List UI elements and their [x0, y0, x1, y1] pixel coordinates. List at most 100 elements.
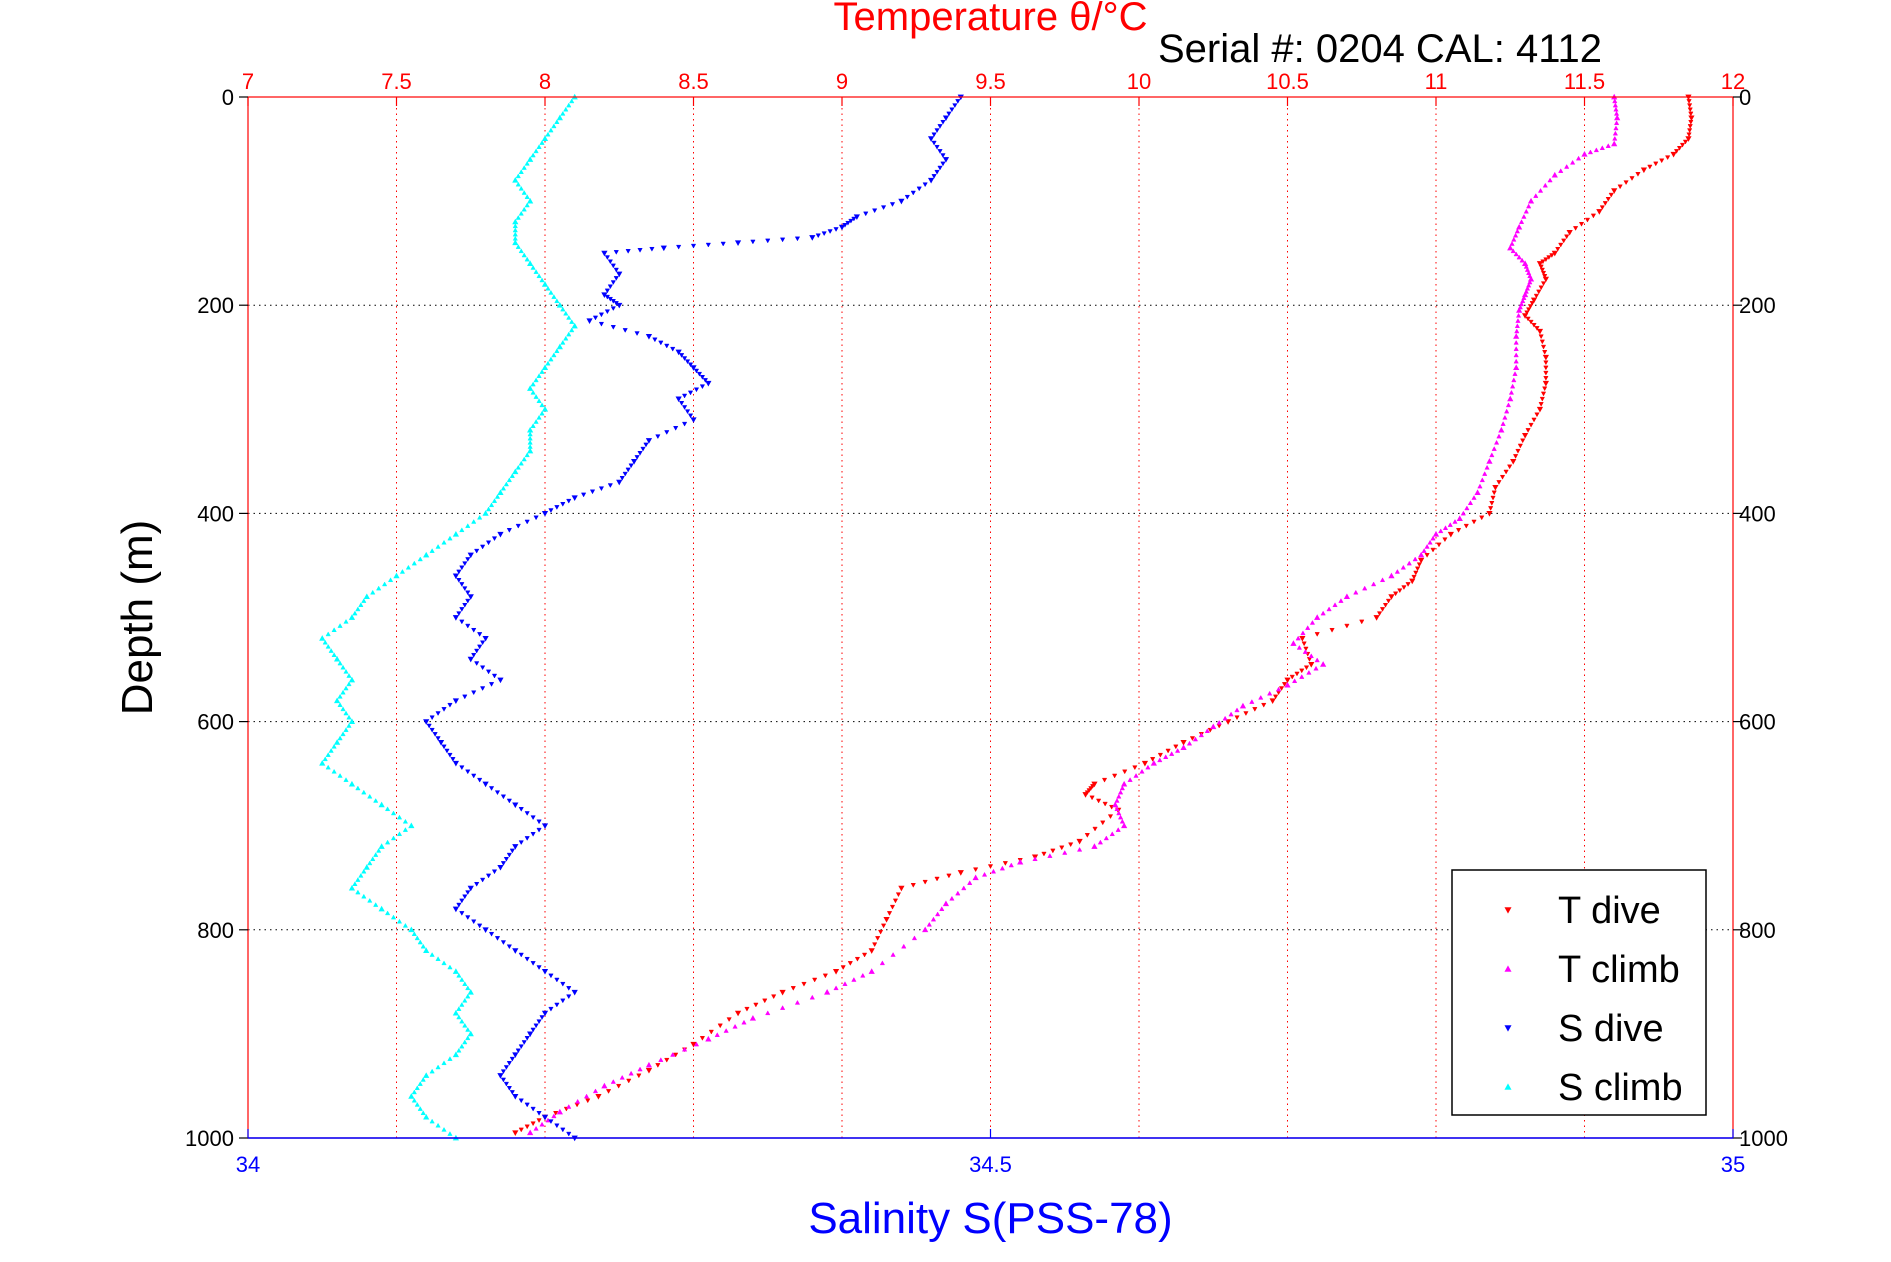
- trace-marker: [937, 165, 943, 171]
- trace-marker: [1089, 795, 1095, 801]
- data-point: [363, 864, 370, 870]
- trace-marker: [474, 661, 480, 667]
- trace-marker: [1686, 99, 1692, 104]
- trace-marker: [491, 673, 498, 679]
- trace-marker: [1281, 682, 1288, 687]
- data-point: [541, 823, 549, 829]
- trace-marker: [1572, 226, 1579, 231]
- trace-marker: [1687, 124, 1693, 129]
- trace-marker: [1427, 539, 1433, 545]
- trace-marker: [524, 202, 530, 208]
- trace-marker: [1261, 702, 1267, 708]
- trace-marker: [1508, 389, 1515, 395]
- trace-marker: [696, 371, 703, 377]
- data-point: [927, 136, 935, 142]
- trace-marker: [949, 895, 955, 901]
- trace-marker: [456, 1047, 462, 1053]
- trace-marker: [515, 173, 521, 179]
- trace-marker: [1527, 304, 1534, 309]
- trace-marker: [1234, 707, 1240, 713]
- trace-marker: [545, 285, 551, 291]
- trace-marker: [833, 227, 839, 232]
- data-point: [1314, 614, 1321, 620]
- trace-marker: [1519, 257, 1525, 263]
- trace-marker: [1500, 421, 1506, 426]
- data-point: [393, 572, 400, 579]
- trace-marker: [435, 1122, 441, 1128]
- trace-marker: [524, 194, 530, 199]
- legend-marker: [1504, 965, 1512, 972]
- trace-marker: [1599, 145, 1605, 151]
- data-point: [556, 343, 563, 350]
- trace-marker: [447, 702, 453, 708]
- trace-marker: [521, 1040, 527, 1045]
- trace-marker: [1198, 732, 1204, 738]
- trace-marker: [1523, 208, 1529, 214]
- data-point: [675, 396, 682, 403]
- trace-marker: [1300, 630, 1306, 636]
- trace-marker: [518, 460, 524, 466]
- tick-label-top: 8: [539, 69, 551, 94]
- trace-marker: [506, 798, 512, 804]
- trace-marker: [1258, 694, 1264, 700]
- trace-marker: [500, 1077, 507, 1083]
- tick-label-bottom: 35: [1721, 1152, 1745, 1177]
- trace-marker: [551, 294, 557, 299]
- trace-marker: [512, 223, 518, 229]
- trace-marker: [521, 165, 527, 170]
- trace-marker: [1344, 623, 1350, 629]
- trace-marker: [355, 785, 361, 791]
- trace-marker: [343, 727, 349, 732]
- trace-marker: [441, 744, 447, 750]
- trace-marker: [604, 255, 610, 261]
- trace-marker: [1430, 535, 1436, 541]
- trace-marker: [699, 375, 706, 380]
- data-point: [1640, 167, 1648, 174]
- data-point: [541, 364, 549, 371]
- trace-marker: [847, 961, 853, 966]
- trace-marker: [337, 660, 343, 666]
- tick-label-left: 0: [222, 85, 234, 110]
- trace-marker: [414, 1085, 420, 1091]
- data-point: [467, 656, 474, 663]
- trace-marker: [1517, 304, 1523, 310]
- data-point: [972, 874, 979, 881]
- data-point: [1239, 702, 1247, 709]
- trace-marker: [1623, 180, 1629, 186]
- data-point: [645, 334, 653, 340]
- trace-marker: [539, 410, 545, 416]
- trace-marker: [1605, 197, 1611, 202]
- trace-marker: [390, 810, 397, 816]
- trace-marker: [420, 1076, 426, 1082]
- trace-marker: [524, 160, 530, 166]
- trace-marker: [1303, 646, 1309, 652]
- trace-marker: [1301, 641, 1307, 647]
- trace-marker: [530, 423, 536, 428]
- data-point: [957, 870, 964, 876]
- data-point: [1432, 531, 1440, 537]
- trace-marker: [548, 508, 554, 513]
- trace-marker: [536, 273, 542, 279]
- trace-marker: [480, 640, 486, 646]
- trace-marker: [524, 452, 530, 458]
- data-point: [1141, 760, 1149, 767]
- trace-marker: [340, 689, 346, 695]
- trace-marker: [613, 301, 619, 306]
- trace-marker: [518, 1127, 524, 1133]
- trace-marker: [1032, 856, 1038, 862]
- trace-marker: [1542, 274, 1548, 279]
- data-point: [1486, 458, 1493, 464]
- trace-marker: [1116, 793, 1122, 799]
- tick-label-left: 200: [197, 293, 234, 318]
- trace-marker: [622, 328, 628, 333]
- trace-marker: [1289, 674, 1295, 680]
- trace-marker: [396, 814, 403, 820]
- trace-marker: [414, 1101, 420, 1107]
- trace-marker: [569, 98, 575, 104]
- trace-marker: [1510, 248, 1516, 254]
- trace-marker: [931, 174, 937, 179]
- trace-marker: [636, 1073, 642, 1079]
- trace-marker: [480, 877, 486, 883]
- trace-marker: [753, 1002, 759, 1008]
